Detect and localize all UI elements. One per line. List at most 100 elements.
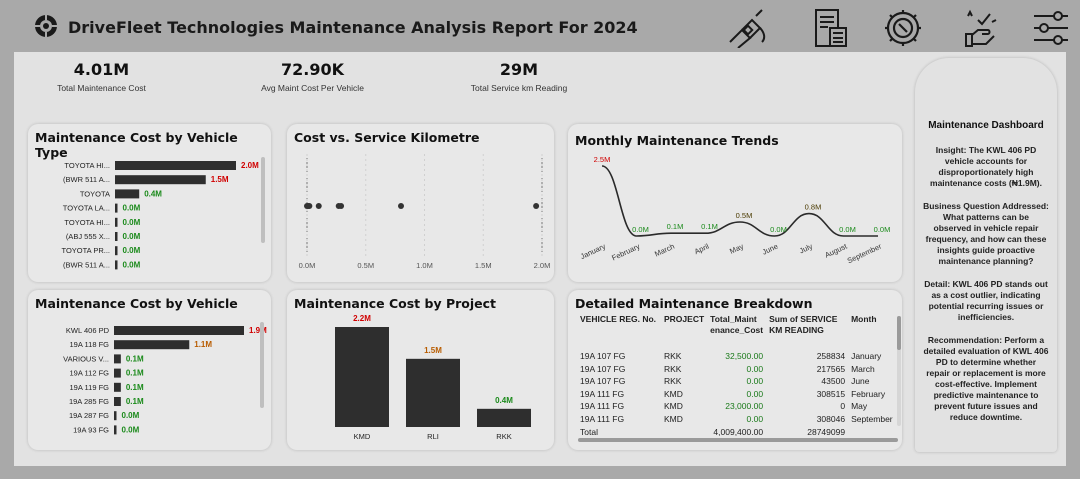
table-row[interactable]: 19A 107 FG RKK 32,500.00 258834 January bbox=[577, 350, 896, 363]
table-cell bbox=[661, 426, 707, 439]
table-row[interactable]: 19A 107 FG RKK 0.00 217565 March bbox=[577, 363, 896, 376]
gear-wrench-icon[interactable] bbox=[882, 8, 924, 48]
scrollbar-thumb[interactable] bbox=[897, 316, 901, 350]
chart-card-vehicle-type[interactable]: Maintenance Cost by Vehicle Type TOYOTA … bbox=[28, 124, 271, 282]
sliders-settings-icon[interactable] bbox=[1030, 8, 1072, 48]
data-label: 0.1M bbox=[667, 222, 684, 231]
data-label: 2.0M bbox=[241, 161, 259, 170]
table-cell: RKK bbox=[664, 351, 682, 361]
table-cell: 0.00 bbox=[746, 413, 764, 424]
table-row[interactable]: 19A 111 FG KMD 23,000.00 0 May bbox=[577, 400, 896, 413]
column-header[interactable]: VEHICLE REG. No. bbox=[580, 314, 657, 324]
report-canvas: 4.01M Total Maintenance Cost 72.90K Avg … bbox=[14, 52, 1066, 466]
chart-card-monthly-trends[interactable]: Monthly Maintenance Trends 2.5M January 0.… bbox=[568, 124, 902, 282]
data-label: 0.0M bbox=[123, 204, 141, 213]
table-cell: June bbox=[851, 376, 870, 387]
category-label: TOYOTA PR... bbox=[62, 246, 110, 255]
table-cell: 0.00 bbox=[746, 376, 764, 387]
table-cell: January bbox=[851, 351, 882, 361]
table-title: Detailed Maintenance Breakdown bbox=[575, 296, 813, 311]
category-label: VARIOUS V... bbox=[63, 354, 109, 363]
data-label: 0.0M bbox=[122, 425, 140, 434]
table-cell: September bbox=[851, 413, 893, 424]
table-row[interactable]: 19A 107 FG RKK 0.00 43500 June bbox=[577, 375, 896, 388]
table-cell: 19A 107 FG bbox=[580, 363, 626, 374]
chart-card-vehicle[interactable]: Maintenance Cost by Vehicle KWL 406 PD 1.… bbox=[28, 290, 271, 450]
table-cell: March bbox=[851, 363, 875, 374]
table-cell: 19A 111 FG bbox=[580, 388, 625, 399]
bar bbox=[115, 203, 118, 213]
table-cell: February bbox=[851, 388, 886, 399]
category-label: TOYOTA HI... bbox=[64, 218, 110, 227]
invoice-calculator-icon[interactable] bbox=[808, 8, 850, 48]
table-cell: RKK bbox=[664, 376, 682, 387]
bar bbox=[114, 368, 121, 378]
kpi-label: Total Maintenance Cost bbox=[57, 83, 146, 93]
table-cell: 19A 107 FG bbox=[580, 376, 626, 387]
panel-title: Maintenance Dashboard bbox=[928, 120, 1044, 131]
vehicle-type-bar-chart: TOYOTA HI... 2.0M (BWR 511 A... 1.5M TOYOTA 0… bbox=[62, 157, 265, 270]
kpi-label: Avg Maint Cost Per Vehicle bbox=[261, 83, 364, 93]
data-label: 0.4M bbox=[144, 189, 162, 198]
bar bbox=[406, 358, 460, 427]
category-label: TOYOTA bbox=[80, 189, 110, 198]
category-label: TOYOTA LA... bbox=[63, 204, 110, 213]
table-card-breakdown[interactable]: Detailed Maintenance Breakdown VEHICLE R… bbox=[568, 290, 902, 450]
tick-label: 0.5M bbox=[357, 261, 374, 270]
category-label: (BWR 511 A... bbox=[63, 175, 110, 184]
panel-business-question: Business Question Addressed: What patter… bbox=[923, 201, 1049, 266]
data-label: 0.0M bbox=[123, 246, 141, 255]
page-title: DriveFleet Technologies Maintenance Anal… bbox=[68, 18, 638, 37]
top-bar: DriveFleet Technologies Maintenance Anal… bbox=[0, 0, 1080, 52]
vertical-scrollbar[interactable] bbox=[897, 316, 901, 426]
chart-title: Monthly Maintenance Trends bbox=[575, 133, 779, 148]
tick-label: July bbox=[798, 242, 814, 256]
data-label: 0.0M bbox=[632, 225, 649, 234]
breakdown-table: VEHICLE REG. No. PROJECT Total_Maint ena… bbox=[577, 314, 896, 438]
scrollbar-thumb bbox=[260, 322, 264, 408]
table-cell: 0 bbox=[840, 401, 846, 412]
category-label: (ABJ 555 X... bbox=[66, 232, 110, 241]
column-header[interactable]: Sum of SERVICE KM READING bbox=[769, 314, 838, 335]
category-label: (BWR 511 A... bbox=[63, 260, 110, 269]
table-cell: KMD bbox=[664, 413, 683, 424]
chart-title: Maintenance Cost by Project bbox=[294, 296, 497, 311]
chart-card-project[interactable]: Maintenance Cost by Project 2.2M KMD 1.5M R… bbox=[287, 290, 554, 450]
table-cell: 4,009,400.00 bbox=[713, 426, 764, 437]
tick-label: 2.0M bbox=[534, 261, 551, 270]
column-header[interactable]: Month bbox=[851, 314, 877, 324]
table-cell: 23,000.00 bbox=[725, 401, 764, 412]
category-label: RKK bbox=[496, 432, 511, 441]
kpi-total-service-km: 29M Total Service km Reading bbox=[460, 60, 578, 93]
data-label: 0.1M bbox=[126, 369, 144, 378]
tick-label: 0.0M bbox=[299, 261, 316, 270]
fuel-pump-icon[interactable] bbox=[726, 8, 768, 48]
table-body: 19A 107 FG RKK 32,500.00 258834 January 19A 1… bbox=[577, 350, 896, 438]
hand-approve-icon[interactable] bbox=[960, 8, 1002, 48]
panel-recommendation: Recommendation: Perform a detailed evalu… bbox=[923, 335, 1049, 422]
data-label: 0.0M bbox=[123, 218, 141, 227]
category-label: 19A 285 FG bbox=[69, 397, 109, 406]
category-label: 19A 118 FG bbox=[70, 340, 110, 349]
bar bbox=[335, 327, 389, 427]
table-cell: 32,500.00 bbox=[725, 351, 764, 361]
table-cell: RKK bbox=[664, 363, 682, 374]
category-label: 19A 112 FG bbox=[70, 369, 110, 378]
horizontal-scrollbar[interactable] bbox=[578, 438, 898, 442]
kpi-avg-maint-cost: 72.90K Avg Maint Cost Per Vehicle bbox=[250, 60, 375, 93]
table-row[interactable]: 19A 111 FG KMD 0.00 308046 September bbox=[577, 413, 896, 426]
category-label: RLI bbox=[427, 432, 439, 441]
data-label: 1.5M bbox=[211, 175, 229, 184]
column-header[interactable]: PROJECT bbox=[664, 314, 705, 324]
data-label: 0.5M bbox=[736, 211, 753, 220]
table-cell: 0.00 bbox=[746, 388, 764, 399]
bar bbox=[477, 408, 531, 427]
panel-detail: Detail: KWL 406 PD stands out as a cost … bbox=[924, 279, 1048, 322]
data-label: 0.0M bbox=[122, 411, 140, 420]
table-cell: KMD bbox=[664, 388, 683, 399]
column-header[interactable]: Total_Maint enance_Cost bbox=[710, 314, 764, 335]
data-label: 0.8M bbox=[805, 203, 822, 212]
chart-card-cost-vs-km[interactable]: Cost vs. Service Kilometre 0.0M 0.5M 1.0M 1… bbox=[287, 124, 554, 282]
table-row[interactable]: 19A 111 FG KMD 0.00 308515 February bbox=[577, 388, 896, 401]
category-label: KWL 406 PD bbox=[66, 326, 110, 335]
